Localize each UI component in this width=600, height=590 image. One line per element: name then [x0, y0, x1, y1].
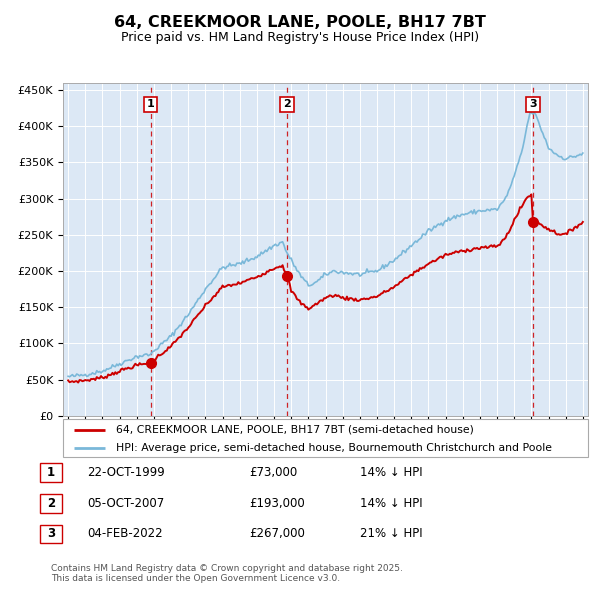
Text: £73,000: £73,000 [249, 466, 297, 479]
Text: HPI: Average price, semi-detached house, Bournemouth Christchurch and Poole: HPI: Average price, semi-detached house,… [115, 442, 551, 453]
Text: 1: 1 [147, 99, 155, 109]
Text: £193,000: £193,000 [249, 497, 305, 510]
Text: 22-OCT-1999: 22-OCT-1999 [87, 466, 165, 479]
Text: 21% ↓ HPI: 21% ↓ HPI [360, 527, 422, 540]
Text: 2: 2 [47, 497, 55, 510]
Text: 1: 1 [47, 466, 55, 479]
FancyBboxPatch shape [63, 419, 588, 457]
Text: Contains HM Land Registry data © Crown copyright and database right 2025.
This d: Contains HM Land Registry data © Crown c… [51, 563, 403, 583]
Text: 64, CREEKMOOR LANE, POOLE, BH17 7BT: 64, CREEKMOOR LANE, POOLE, BH17 7BT [114, 15, 486, 30]
Text: 05-OCT-2007: 05-OCT-2007 [87, 497, 164, 510]
Text: 14% ↓ HPI: 14% ↓ HPI [360, 466, 422, 479]
Text: 04-FEB-2022: 04-FEB-2022 [87, 527, 163, 540]
Text: 3: 3 [47, 527, 55, 540]
Text: 2: 2 [283, 99, 291, 109]
Text: 3: 3 [529, 99, 537, 109]
Text: 64, CREEKMOOR LANE, POOLE, BH17 7BT (semi-detached house): 64, CREEKMOOR LANE, POOLE, BH17 7BT (sem… [115, 425, 473, 435]
Text: Price paid vs. HM Land Registry's House Price Index (HPI): Price paid vs. HM Land Registry's House … [121, 31, 479, 44]
Text: £267,000: £267,000 [249, 527, 305, 540]
Text: 14% ↓ HPI: 14% ↓ HPI [360, 497, 422, 510]
